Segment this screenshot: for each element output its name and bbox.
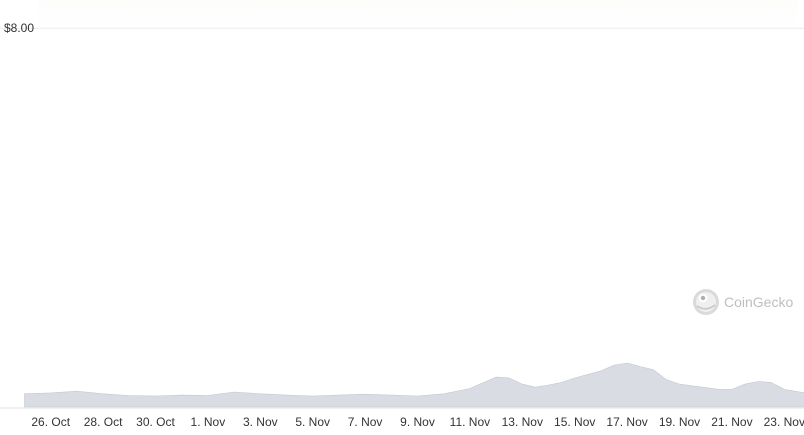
x-tick-label: 30. Oct [136,415,175,429]
coingecko-watermark: CoinGecko [693,289,793,315]
coingecko-watermark-text: CoinGecko [724,294,793,310]
x-tick-label: 5. Nov [295,415,330,429]
x-tick-label: 13. Nov [502,415,543,429]
x-tick-label: 15. Nov [554,415,595,429]
y-axis-labels: $8.00$10.00$12.00$14.00$16.00$18.00$20.0… [4,21,34,35]
x-tick-label: 26. Oct [31,415,70,429]
volume-bars [24,362,804,408]
x-tick-label: 3. Nov [243,415,278,429]
x-tick-label: 9. Nov [400,415,435,429]
x-tick-label: 7. Nov [348,415,383,429]
x-tick-label: 23. Nov [764,415,804,429]
y-tick-label: $8.00 [4,21,34,35]
x-axis-labels: 26. Oct 28. Oct 30. Oct 1. Nov 3. Nov 5. Nov 7… [31,415,804,429]
x-tick-label: 19. Nov [659,415,700,429]
x-tick-label: 1. Nov [191,415,226,429]
x-tick-label: 11. Nov [450,415,490,429]
coingecko-gecko-icon [693,289,719,315]
x-tick-label: 17. Nov [606,415,647,429]
x-tick-label: 21. Nov [711,415,752,429]
x-tick-label: 28. Oct [84,415,123,429]
price-area-fill [38,0,798,47]
